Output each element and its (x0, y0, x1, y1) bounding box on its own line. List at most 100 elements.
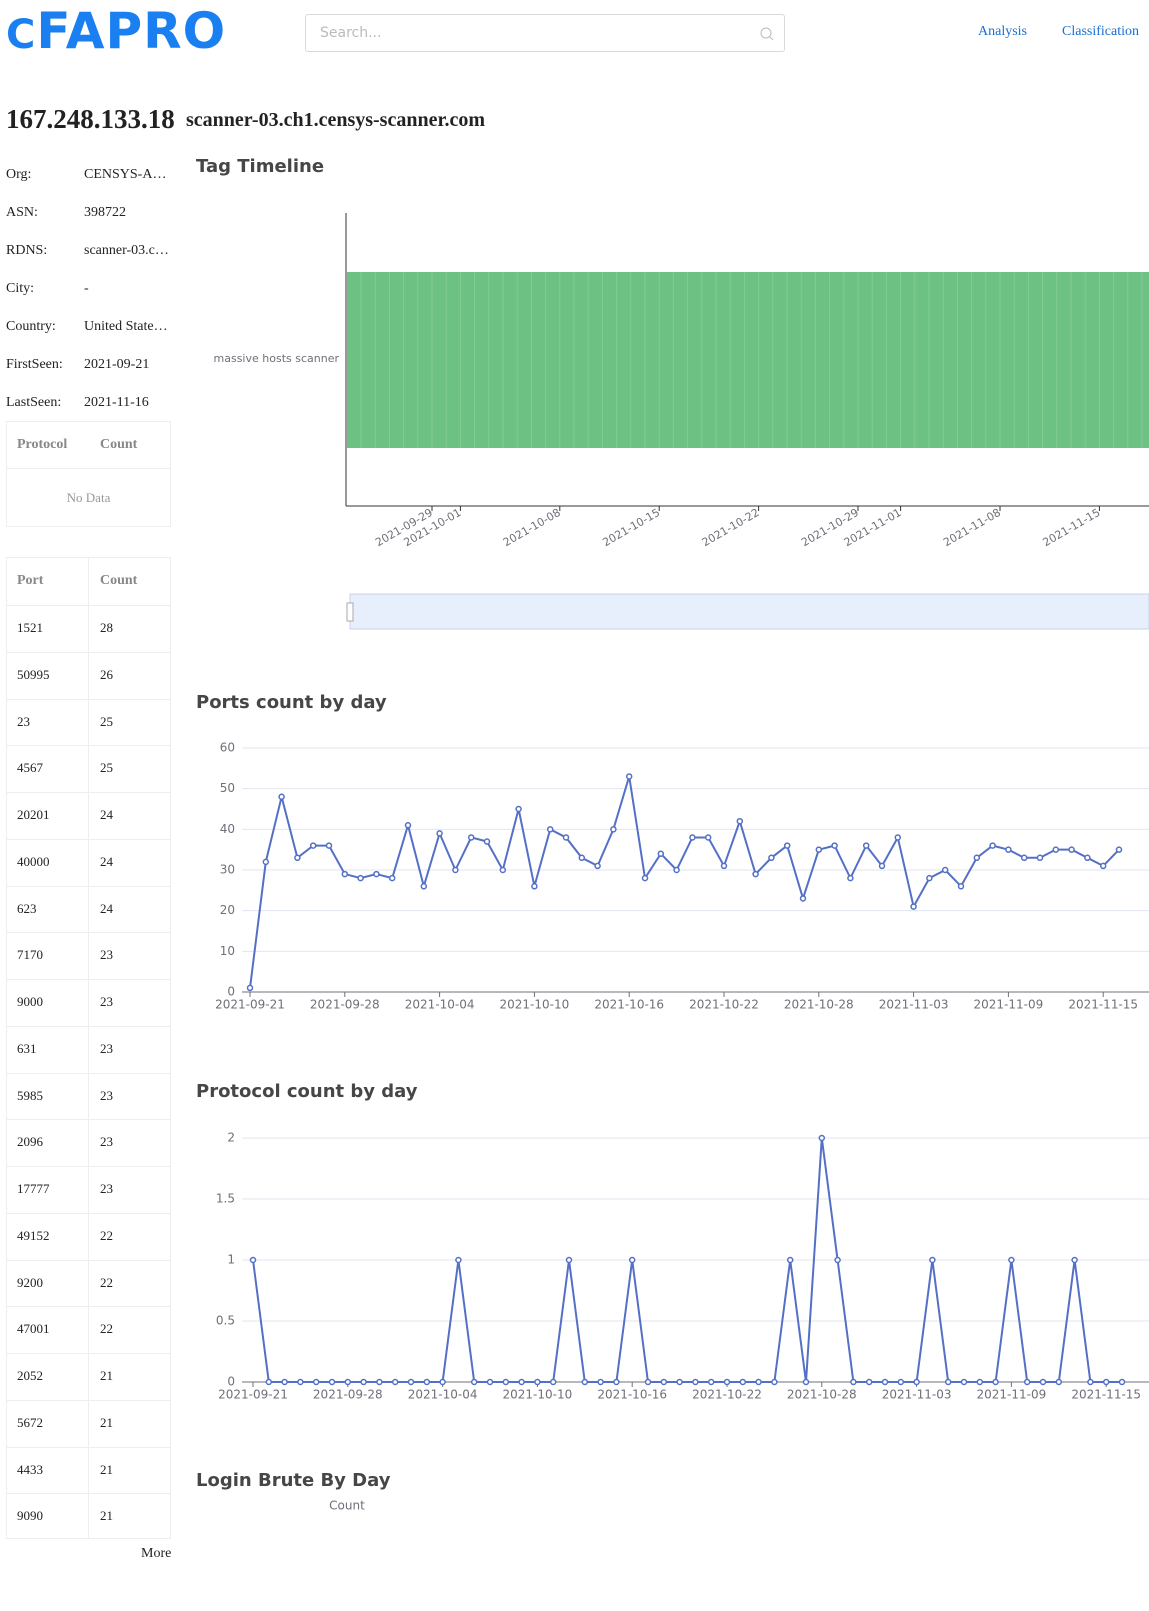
count: 21 (100, 1508, 113, 1524)
zoom-slider (349, 593, 1149, 630)
point (562, 834, 570, 841)
point (249, 1256, 257, 1264)
port: 2052 (17, 1368, 43, 1383)
y-tick-label: 0 (227, 985, 235, 999)
field-value: 2021-09-21 (84, 357, 150, 372)
point (309, 842, 317, 849)
point (692, 1378, 699, 1386)
point (1036, 854, 1044, 862)
count: 26 (100, 666, 113, 682)
point (594, 862, 601, 870)
point (455, 1256, 462, 1264)
field-value: 398722 (84, 205, 126, 220)
row-divider (7, 468, 170, 469)
search-box[interactable]: Search... (305, 14, 785, 52)
point (1099, 862, 1107, 870)
point (452, 866, 459, 874)
field-label: LastSeen: (6, 395, 62, 410)
x-tick-label: 2021-11-15 (1071, 1388, 1141, 1402)
point (1068, 846, 1075, 853)
point (910, 903, 917, 910)
field-label: RDNS: (6, 243, 48, 258)
point (771, 1378, 778, 1386)
point (960, 1378, 968, 1386)
point (834, 1256, 841, 1264)
row-divider (7, 1166, 170, 1167)
x-tick-label: 2021-11-15 (1041, 506, 1103, 549)
count: 24 (100, 900, 113, 916)
count: 23 (100, 947, 113, 963)
port: 4567 (17, 760, 43, 776)
port: 23 (17, 713, 30, 729)
line (249, 776, 1120, 989)
port: 9000 (17, 994, 43, 1009)
tag-band (347, 272, 1149, 448)
point (1005, 846, 1012, 853)
y-tick-label: 0.5 (216, 1314, 235, 1328)
point (644, 1378, 652, 1386)
point (470, 1378, 478, 1386)
x-tick-label: 2021-09-28 (313, 1388, 383, 1402)
point (989, 842, 996, 849)
point (957, 883, 965, 890)
row-divider (7, 1072, 170, 1074)
x-tick-label: 2021-10-04 (405, 998, 475, 1012)
hostname: scanner-03.ch1.censys-scanner.com (186, 109, 486, 131)
y-tick-label: 1 (227, 1253, 235, 1267)
count: 25 (100, 713, 113, 729)
point (1039, 1378, 1047, 1386)
y-tick-label: 60 (220, 741, 235, 755)
point (786, 1256, 794, 1264)
row-divider (7, 1493, 170, 1495)
point (878, 862, 886, 870)
field-value: scanner-03.c… (84, 243, 169, 258)
point (723, 1378, 731, 1386)
x-tick-label: 2021-10-15 (600, 506, 662, 549)
count: 22 (100, 1274, 113, 1290)
point (515, 805, 522, 813)
nav-link[interactable]: Classification (1062, 24, 1139, 39)
x-tick-label: 2021-10-28 (784, 998, 854, 1012)
logo[interactable]: CFAPRO (6, 2, 227, 60)
port: 49152 (17, 1227, 50, 1243)
point (881, 1378, 889, 1386)
x-tick-label: 2021-10-22 (689, 998, 759, 1012)
point (439, 1378, 446, 1386)
y-tick-label: 0 (227, 1375, 235, 1389)
point (546, 826, 554, 833)
zoom-handle[interactable] (346, 602, 354, 622)
field-label: FirstSeen: (6, 357, 63, 372)
point (420, 883, 428, 890)
point (549, 1378, 557, 1386)
port: 623 (17, 900, 37, 916)
port: 1521 (17, 620, 43, 635)
point (565, 1256, 573, 1264)
point (483, 838, 491, 845)
more-link[interactable]: More (141, 1546, 172, 1561)
logo-text: FAPRO (36, 2, 227, 60)
point (755, 1378, 762, 1386)
point (1102, 1378, 1110, 1386)
point (1071, 1256, 1078, 1264)
field-label: ASN: (6, 205, 38, 220)
point (360, 1378, 367, 1386)
point (783, 842, 791, 849)
field-value: 2021-11-16 (84, 395, 149, 410)
point (831, 842, 838, 849)
port: 50995 (17, 666, 50, 682)
point (486, 1378, 494, 1386)
search-icon[interactable] (760, 27, 774, 41)
row-divider (7, 838, 170, 840)
point (929, 1256, 936, 1264)
point (628, 1256, 636, 1264)
chart-title: Login Brute By Day (196, 1470, 391, 1491)
point (676, 1378, 683, 1386)
point (641, 874, 649, 882)
nav-link[interactable]: Analysis (978, 24, 1027, 39)
point (657, 850, 665, 857)
category-label: massive hosts scanner (214, 352, 340, 365)
point (865, 1378, 873, 1386)
count: 23 (100, 1181, 113, 1196)
chart-title: Tag Timeline (196, 156, 324, 177)
